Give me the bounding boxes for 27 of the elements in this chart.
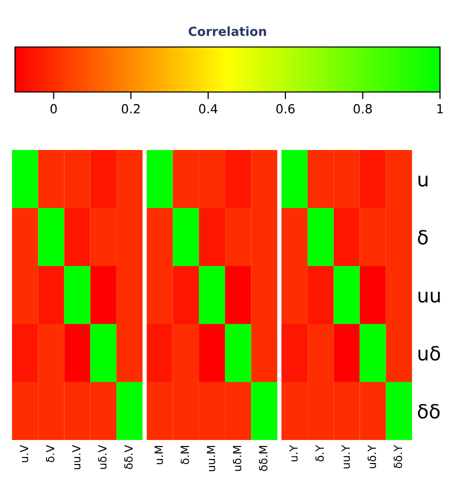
x-tick-label: δ.Y	[315, 444, 324, 462]
x-tick-label: u.M	[154, 446, 164, 464]
color-bar-label: 1	[437, 104, 443, 114]
x-tick-label: u.Y	[289, 444, 298, 462]
y-tick-label: δ	[418, 230, 428, 245]
color-bar-label: 0	[50, 104, 57, 114]
x-tick-label: uδ.V	[98, 444, 107, 469]
x-tick-label: uu.Y	[342, 444, 350, 468]
x-tick-label: u.V	[20, 444, 28, 462]
x-tick-label: uδ.M	[232, 446, 242, 471]
color-bar-title: Correlation	[188, 26, 266, 36]
x-tick-label: δδ.Y	[394, 444, 402, 468]
x-tick-label: δ.V	[46, 444, 54, 462]
y-tick-label: u	[418, 176, 428, 187]
y-tick-label: δδ	[418, 404, 440, 419]
color-bar-label: 0.8	[354, 104, 372, 114]
x-tick-label: uu.M	[206, 446, 216, 472]
x-tick-label: δδ.V	[124, 444, 133, 469]
y-tick-label: uδ	[418, 346, 440, 361]
y-tick-label: uu	[418, 292, 440, 303]
x-tick-label: δδ.M	[259, 446, 268, 471]
color-bar-label: 0.6	[276, 104, 295, 114]
x-tick-label: uu.V	[72, 444, 80, 470]
x-tick-label: uδ.Y	[368, 444, 376, 468]
color-bar-label: 0.4	[199, 104, 218, 114]
x-tick-label: δ.M	[180, 446, 190, 464]
color-bar-label: 0.2	[122, 104, 140, 114]
